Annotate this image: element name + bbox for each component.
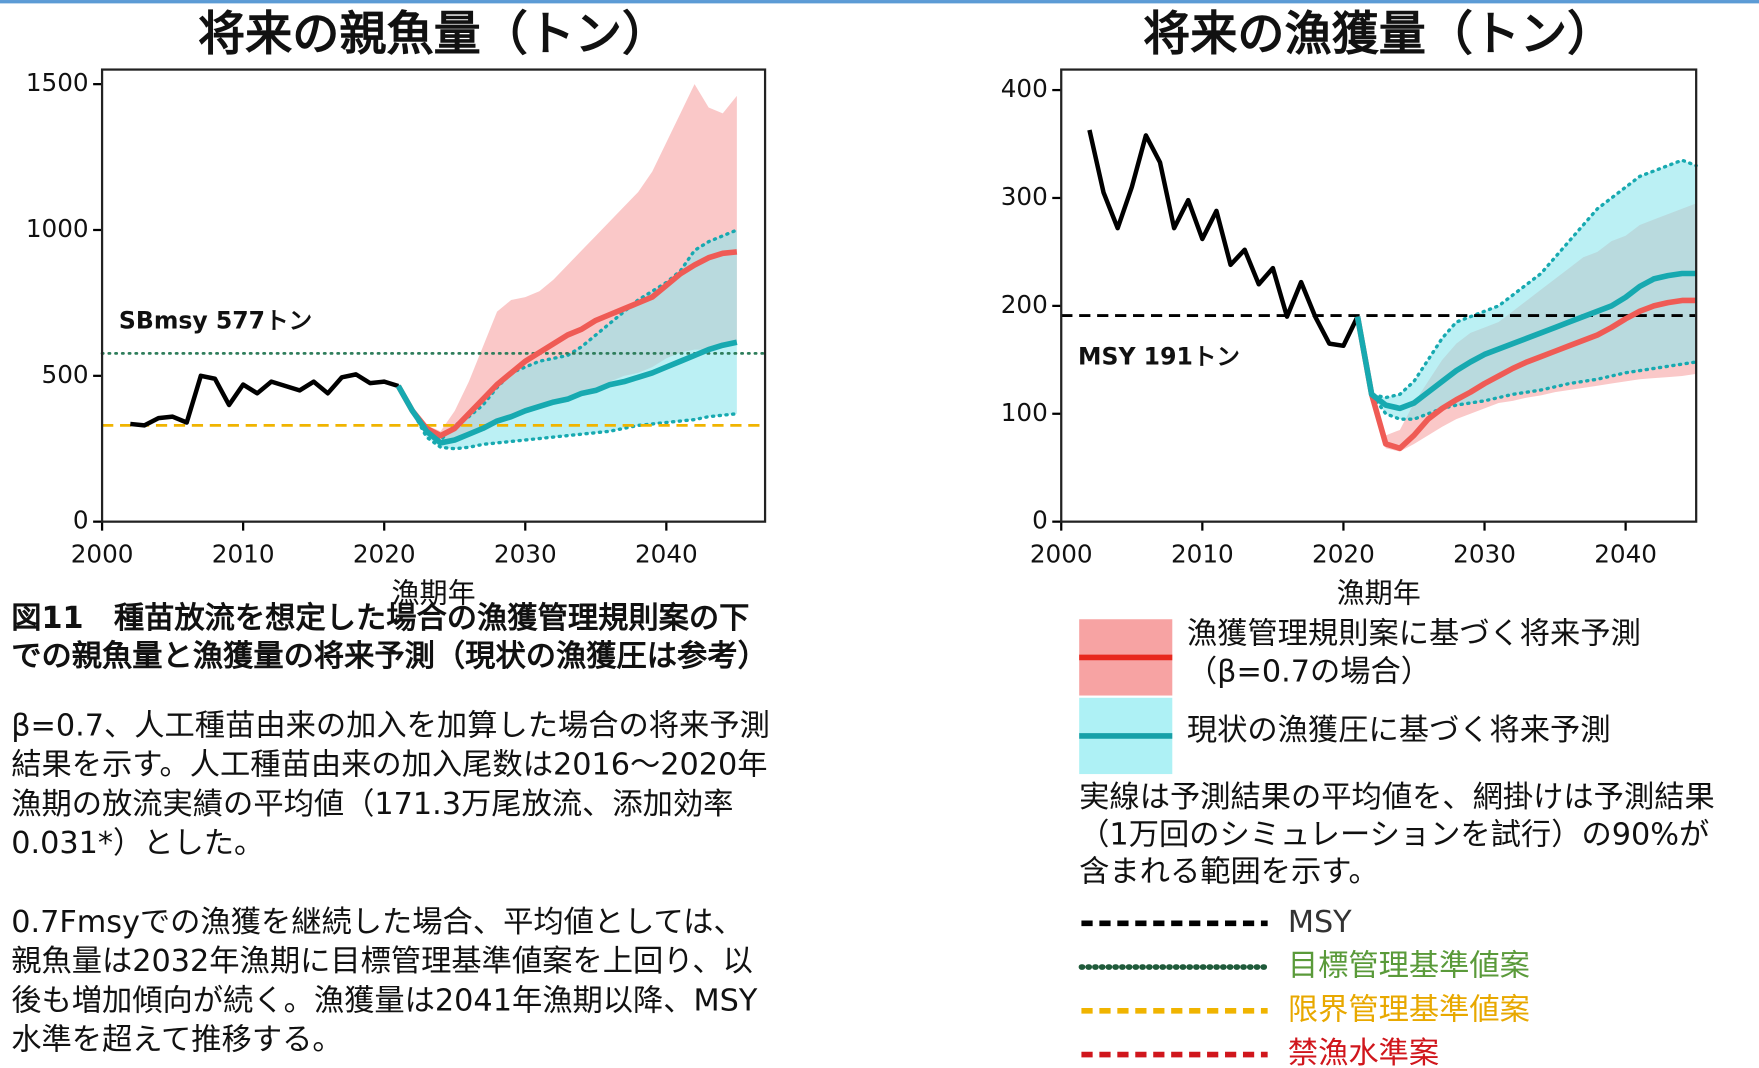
- reference-label: SBmsy 577トン: [119, 306, 312, 334]
- caption-line: 図11 種苗放流を想定した場合の漁獲管理規則案の下: [11, 600, 749, 636]
- reference-label: MSY 191トン: [1078, 343, 1240, 371]
- x-tick-label: 2020: [1312, 539, 1375, 568]
- legend-label: 漁獲管理規則案に基づく将来予測: [1187, 616, 1641, 651]
- body-line: β=0.7、人工種苗由来の加入を加算した場合の将来予測: [11, 708, 770, 743]
- x-tick-label: 2010: [1171, 539, 1234, 568]
- legend-label: MSY: [1288, 905, 1352, 940]
- chart-title: 将来の漁獲量（トン）: [1143, 7, 1614, 62]
- y-tick-label: 500: [42, 360, 89, 389]
- series-line: [130, 372, 399, 428]
- legend-label: 目標管理基準値案: [1288, 949, 1530, 984]
- y-tick-label: 400: [1001, 74, 1048, 103]
- series-line: [395, 249, 738, 439]
- series-line: [1087, 129, 1360, 349]
- y-tick-label: 200: [1001, 290, 1048, 319]
- legend-note: （1万回のシミュレーションを試行）の90%が: [1079, 817, 1709, 852]
- top-border: [0, 0, 1759, 4]
- x-axis-label: 漁期年: [392, 577, 476, 610]
- y-tick-label: 1500: [26, 68, 89, 97]
- band: [1357, 160, 1697, 420]
- legend-label: 現状の漁獲圧に基づく将来予測: [1187, 713, 1611, 748]
- body-line: 漁期の放流実績の平均値（171.3万尾放流、添加効率: [11, 787, 733, 822]
- x-tick-label: 2040: [635, 539, 698, 568]
- legend-note: 含まれる範囲を示す。: [1079, 854, 1379, 889]
- x-tick-label: 2010: [212, 539, 275, 568]
- body-line: 0.7Fmsyでの漁獲を継続した場合、平均値としては、: [11, 905, 744, 940]
- x-tick-label: 2000: [71, 539, 134, 568]
- body-line: 結果を示す。人工種苗由来の加入尾数は2016～2020年: [11, 748, 767, 783]
- series-line: [1354, 297, 1697, 452]
- band: [398, 229, 737, 449]
- legend-label: 限界管理基準値案: [1288, 992, 1530, 1027]
- x-tick-label: 2030: [1453, 539, 1516, 568]
- x-tick-label: 2020: [353, 539, 416, 568]
- y-tick-label: 100: [1001, 398, 1048, 427]
- band-edge: [396, 384, 739, 451]
- body-line: 親魚量は2032年漁期に目標管理基準値案を上回り、以: [11, 944, 753, 979]
- plot-frame: [1060, 68, 1698, 523]
- chart-title: 将来の親魚量（トン）: [198, 7, 669, 62]
- band-edge: [1355, 314, 1698, 421]
- legend-note: 実線は予測結果の平均値を、網掛けは予測結果: [1079, 780, 1715, 815]
- body-line: 水準を超えて推移する。: [11, 1023, 342, 1058]
- legend-label: （β=0.7の場合）: [1187, 655, 1431, 690]
- x-tick-label: 2030: [494, 539, 557, 568]
- series-line: [1354, 270, 1697, 412]
- x-tick-label: 2040: [1594, 539, 1657, 568]
- band-edge: [1355, 158, 1698, 400]
- y-tick-label: 0: [1032, 506, 1048, 535]
- x-tick-label: 2000: [1030, 539, 1093, 568]
- y-tick-label: 1000: [26, 214, 89, 243]
- series-line: [395, 339, 738, 446]
- body-line: 後も増加傾向が続く。漁獲量は2041年漁期以降、MSY: [11, 983, 758, 1018]
- y-tick-label: 0: [73, 506, 89, 535]
- caption-line: での親魚量と漁獲量の将来予測（現状の漁獲圧は参考）: [11, 639, 768, 674]
- plot-frame: [100, 68, 767, 523]
- legend-label: 禁漁水準案: [1288, 1036, 1439, 1068]
- x-axis-label: 漁期年: [1337, 577, 1421, 610]
- y-tick-label: 300: [1001, 182, 1048, 211]
- body-line: 0.031*）とした。: [11, 826, 264, 861]
